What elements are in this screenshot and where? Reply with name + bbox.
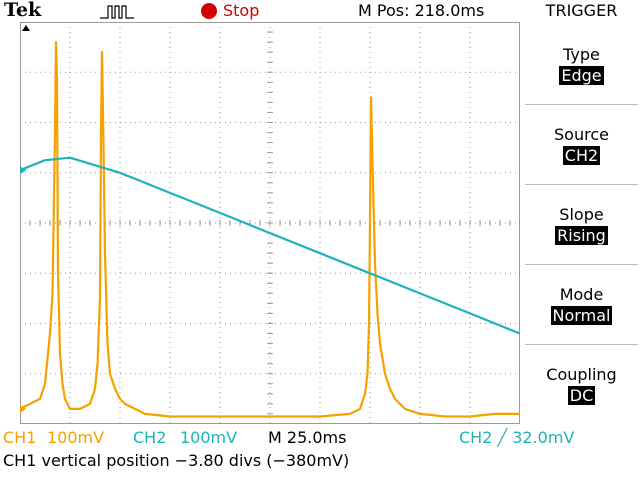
graticule — [20, 22, 520, 424]
menu-divider — [525, 344, 638, 345]
menu-title: TRIGGER — [545, 1, 618, 20]
waveform-display — [20, 22, 520, 424]
menu-item-label: Mode — [559, 285, 604, 304]
horizontal-position-readout: M Pos: 218.0ms — [358, 1, 485, 20]
ch2-label: CH2 — [133, 428, 167, 447]
stop-indicator-icon — [201, 3, 217, 19]
ch2-level-marker — [20, 166, 26, 175]
menu-item-source[interactable]: Source CH2 — [523, 104, 640, 184]
ch1-scale: 100mV — [47, 428, 105, 447]
ch1-trace — [20, 41, 520, 418]
menu-item-value: DC — [567, 386, 596, 405]
trigger-position-marker — [22, 25, 30, 31]
menu-item-label: Source — [554, 125, 609, 144]
menu-divider — [525, 184, 638, 185]
menu-divider — [525, 104, 638, 105]
menu-item-label: Slope — [559, 205, 604, 224]
timebase-readout: M 25.0ms — [268, 428, 347, 447]
trigger-readout: CH2 ╱ 32.0mV — [459, 428, 575, 447]
ch1-level-marker — [20, 404, 26, 413]
menu-item-mode[interactable]: Mode Normal — [523, 264, 640, 344]
trigger-menu: TRIGGER Type Edge Source CH2 Slope Risin… — [523, 0, 640, 424]
menu-item-slope[interactable]: Slope Rising — [523, 184, 640, 264]
run-state-label: Stop — [223, 1, 260, 20]
menu-divider — [525, 264, 638, 265]
top-status-bar: Tek Stop M Pos: 218.0ms — [0, 0, 520, 22]
message-line: CH1 vertical position −3.80 divs (−380mV… — [3, 451, 350, 470]
menu-item-coupling[interactable]: Coupling DC — [523, 344, 640, 424]
ch2-trace — [20, 156, 520, 335]
menu-item-type[interactable]: Type Edge — [523, 24, 640, 104]
ch1-label: CH1 — [3, 428, 37, 447]
channel-markers — [20, 25, 30, 413]
menu-item-value: CH2 — [562, 146, 601, 165]
menu-item-value: Edge — [559, 66, 604, 85]
menu-item-value: Rising — [555, 226, 608, 245]
channel-status-bar: CH1 100mV CH2 100mV M 25.0ms CH2 ╱ 32.0m… — [0, 426, 640, 448]
acquisition-pulse-icon — [100, 2, 134, 24]
menu-item-label: Type — [563, 45, 600, 64]
brand-logo: Tek — [4, 0, 42, 21]
waveform-traces — [20, 41, 520, 418]
menu-item-value: Normal — [550, 306, 613, 325]
menu-item-label: Coupling — [546, 365, 617, 384]
ch2-scale: 100mV — [180, 428, 238, 447]
